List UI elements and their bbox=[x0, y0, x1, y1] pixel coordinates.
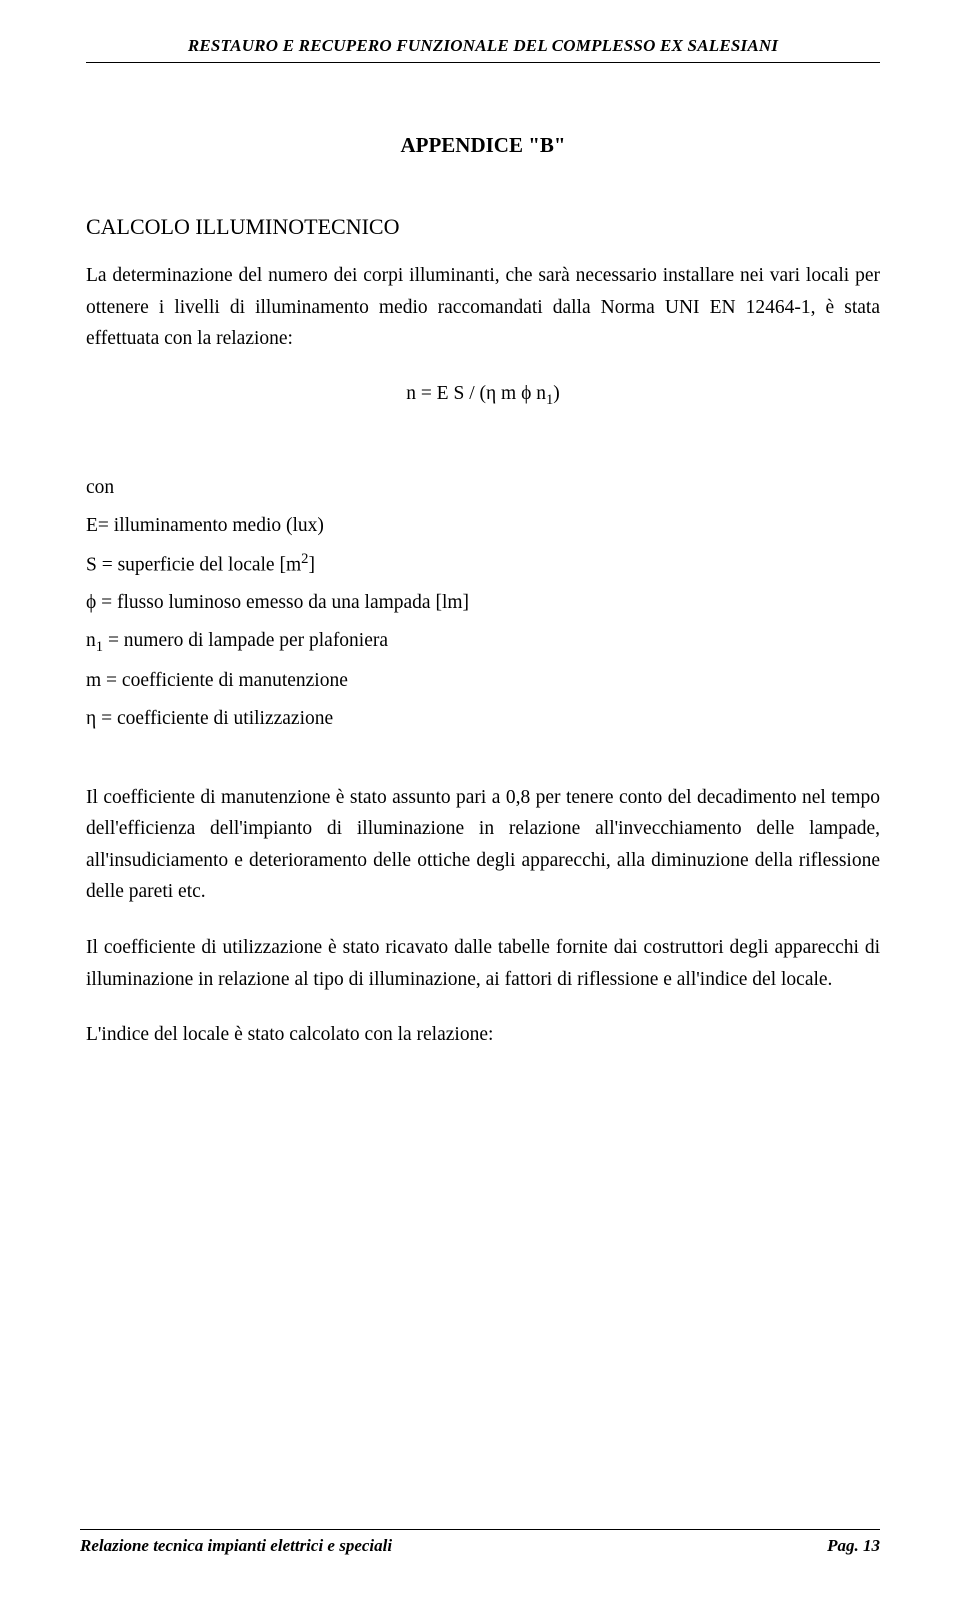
section-title: CALCOLO ILLUMINOTECNICO bbox=[86, 214, 880, 240]
intro-paragraph: La determinazione del numero dei corpi i… bbox=[86, 260, 880, 355]
def-phi: ϕ = flusso luminoso emesso da una lampad… bbox=[86, 584, 880, 622]
def-n1: n1 = numero di lampade per plafoniera bbox=[86, 622, 880, 661]
def-con: con bbox=[86, 469, 880, 507]
appendix-label: APPENDICE "B" bbox=[86, 133, 880, 158]
header-rule bbox=[86, 62, 880, 63]
footer-line: Relazione tecnica impianti elettrici e s… bbox=[80, 1536, 880, 1556]
definitions: con E= illuminamento medio (lux) S = sup… bbox=[86, 469, 880, 738]
footer-left: Relazione tecnica impianti elettrici e s… bbox=[80, 1536, 392, 1556]
footer-right: Pag. 13 bbox=[827, 1536, 880, 1556]
spacer bbox=[86, 738, 880, 782]
def-s: S = superficie del locale [m2] bbox=[86, 545, 880, 585]
def-n1-post: = numero di lampade per plafoniera bbox=[103, 630, 388, 651]
header-title: RESTAURO E RECUPERO FUNZIONALE DEL COMPL… bbox=[188, 36, 778, 55]
def-e: E= illuminamento medio (lux) bbox=[86, 507, 880, 545]
page: RESTAURO E RECUPERO FUNZIONALE DEL COMPL… bbox=[0, 0, 960, 1600]
page-header: RESTAURO E RECUPERO FUNZIONALE DEL COMPL… bbox=[86, 36, 880, 56]
paragraph-3: L'indice del locale è stato calcolato co… bbox=[86, 1019, 880, 1051]
def-eta: η = coefficiente di utilizzazione bbox=[86, 700, 880, 738]
def-n1-pre: n bbox=[86, 630, 96, 651]
formula-post: ) bbox=[553, 383, 560, 404]
footer-rule bbox=[80, 1529, 880, 1530]
formula-pre: n = E S / (η m ϕ n bbox=[406, 383, 546, 404]
formula: n = E S / (η m ϕ n1) bbox=[86, 383, 880, 409]
page-footer: Relazione tecnica impianti elettrici e s… bbox=[80, 1529, 880, 1556]
def-n1-sub: 1 bbox=[96, 639, 103, 655]
paragraph-2: Il coefficiente di utilizzazione è stato… bbox=[86, 932, 880, 995]
def-m: m = coefficiente di manutenzione bbox=[86, 662, 880, 700]
paragraph-1: Il coefficiente di manutenzione è stato … bbox=[86, 782, 880, 908]
def-s-post: ] bbox=[308, 554, 315, 575]
def-s-pre: S = superficie del locale [m bbox=[86, 554, 301, 575]
